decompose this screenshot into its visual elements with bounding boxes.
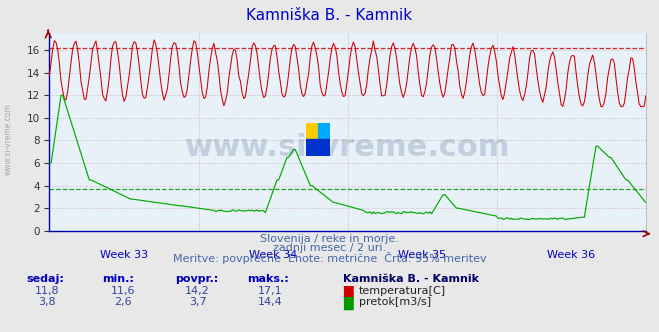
Text: 3,7: 3,7 xyxy=(189,297,206,307)
Text: pretok[m3/s]: pretok[m3/s] xyxy=(359,297,431,307)
Text: 11,8: 11,8 xyxy=(35,286,60,295)
Text: maks.:: maks.: xyxy=(247,274,289,284)
Text: 14,4: 14,4 xyxy=(258,297,283,307)
Text: sedaj:: sedaj: xyxy=(26,274,64,284)
Text: 2,6: 2,6 xyxy=(115,297,132,307)
Text: www.si-vreme.com: www.si-vreme.com xyxy=(185,133,510,162)
Text: zadnji mesec / 2 uri.: zadnji mesec / 2 uri. xyxy=(273,243,386,253)
Text: 11,6: 11,6 xyxy=(111,286,136,295)
Bar xyxy=(318,139,330,156)
Text: temperatura[C]: temperatura[C] xyxy=(359,286,446,295)
Bar xyxy=(306,139,318,156)
Text: 17,1: 17,1 xyxy=(258,286,283,295)
Text: Week 34: Week 34 xyxy=(249,250,297,261)
Text: Kamniška B. - Kamnik: Kamniška B. - Kamnik xyxy=(343,274,478,284)
Text: █: █ xyxy=(343,297,353,310)
Text: Kamniška B. - Kamnik: Kamniška B. - Kamnik xyxy=(246,8,413,23)
Text: Week 35: Week 35 xyxy=(398,250,446,261)
Text: min.:: min.: xyxy=(102,274,134,284)
Text: 14,2: 14,2 xyxy=(185,286,210,295)
Text: povpr.:: povpr.: xyxy=(175,274,218,284)
Text: █: █ xyxy=(343,286,353,299)
Text: Week 33: Week 33 xyxy=(100,250,148,261)
Text: 3,8: 3,8 xyxy=(39,297,56,307)
Bar xyxy=(306,123,318,139)
Text: Meritve: povprečne  Enote: metrične  Črta: 95% meritev: Meritve: povprečne Enote: metrične Črta:… xyxy=(173,252,486,264)
Bar xyxy=(318,123,330,139)
Text: Week 36: Week 36 xyxy=(547,250,595,261)
Text: Slovenija / reke in morje.: Slovenija / reke in morje. xyxy=(260,234,399,244)
Text: www.si-vreme.com: www.si-vreme.com xyxy=(4,104,13,175)
